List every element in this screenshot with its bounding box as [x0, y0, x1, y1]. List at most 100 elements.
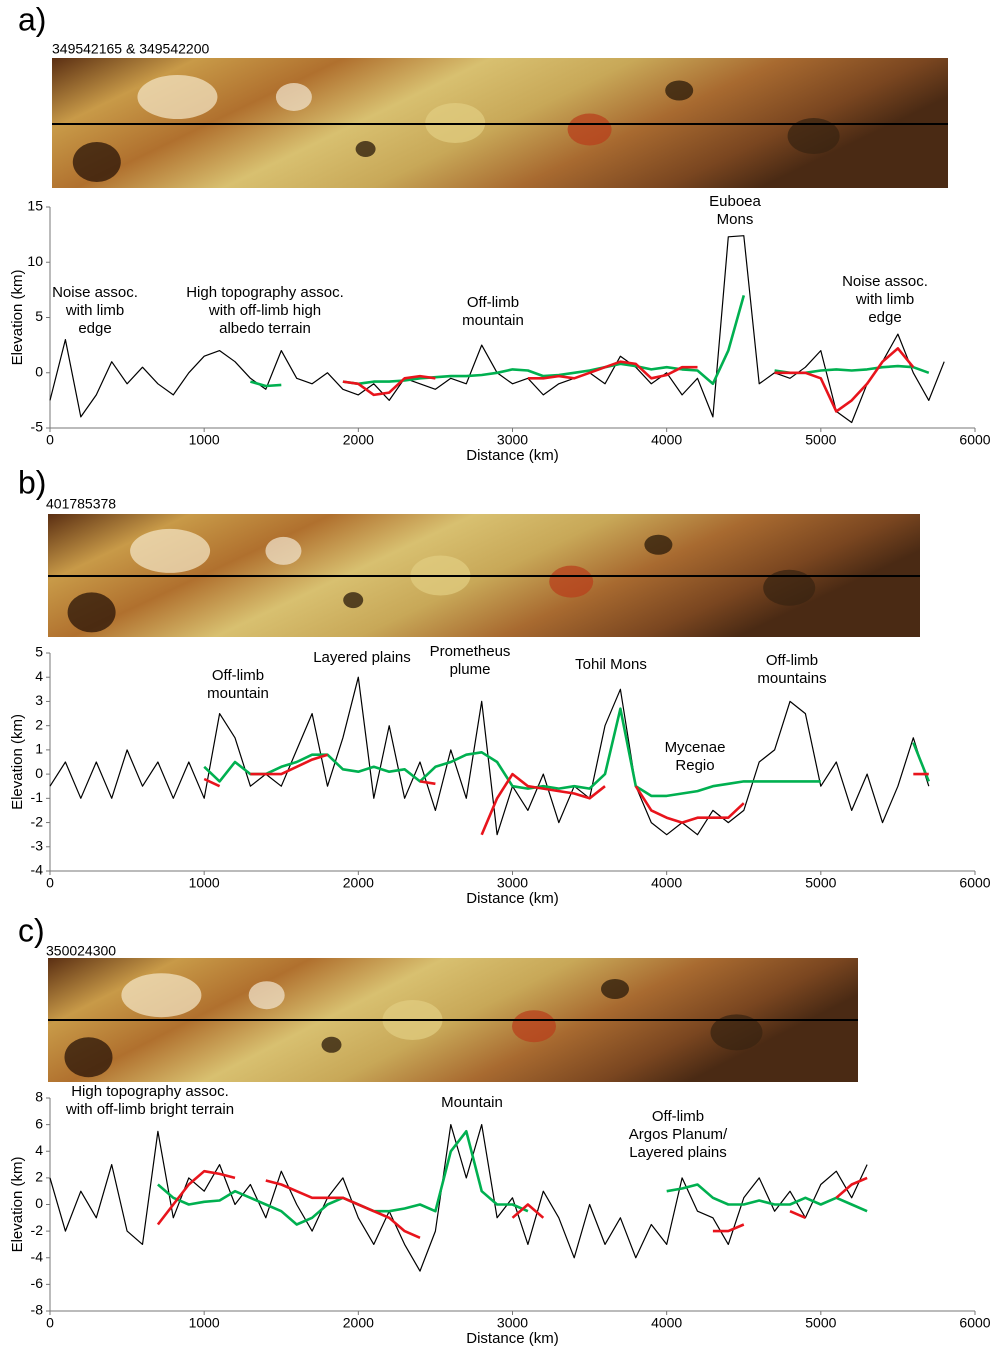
x-axis-title: Distance (km) [466, 1330, 559, 1347]
y-tick-label: -3 [31, 837, 44, 853]
annotation: Euboea [709, 193, 761, 210]
surface-feature [73, 142, 121, 182]
surface-feature [343, 592, 363, 608]
annotation: edge [78, 320, 111, 337]
image-label: 350024300 [46, 943, 116, 959]
x-tick-label: 3000 [497, 1315, 528, 1331]
surface-feature [322, 1037, 342, 1053]
x-tick-label: 0 [46, 875, 54, 891]
y-tick-label: -8 [31, 1302, 44, 1318]
surface-feature [356, 141, 376, 157]
annotation: Noise assoc. [842, 273, 928, 290]
annotation: mountains [757, 670, 826, 687]
x-tick-label: 6000 [959, 875, 990, 891]
surface-feature [130, 529, 210, 573]
surface-feature [249, 981, 285, 1009]
surface-feature [68, 592, 116, 632]
y-tick-label: 1 [35, 741, 43, 757]
y-tick-label: 8 [35, 1089, 43, 1105]
x-tick-label: 4000 [651, 432, 682, 448]
annotation: with off-limb high [208, 302, 321, 319]
y-tick-label: 4 [35, 1142, 43, 1158]
annotation: Off-limb [766, 652, 818, 669]
y-tick-label: 5 [35, 644, 43, 660]
x-tick-label: 4000 [651, 875, 682, 891]
annotation: mountain [207, 685, 269, 702]
annotation: Off-limb [212, 667, 264, 684]
x-tick-label: 2000 [343, 432, 374, 448]
y-tick-label: 15 [27, 198, 43, 214]
annotation: with limb [65, 302, 124, 319]
annotation: High topography assoc. [186, 284, 344, 301]
annotation: Layered plains [313, 649, 411, 666]
figure: a)349542165 & 349542200-5051015010002000… [0, 0, 1008, 1353]
image-label: 349542165 & 349542200 [52, 41, 209, 57]
x-tick-label: 0 [46, 1315, 54, 1331]
annotation: Regio [675, 757, 714, 774]
y-tick-label: -4 [31, 1248, 44, 1264]
y-tick-label: -5 [31, 419, 44, 435]
annotation: Mountain [441, 1094, 503, 1111]
y-tick-label: 5 [35, 308, 43, 324]
x-tick-label: 5000 [805, 432, 836, 448]
annotation: Tohil Mons [575, 656, 647, 673]
y-tick-label: 6 [35, 1115, 43, 1131]
y-tick-label: -4 [31, 862, 44, 878]
y-axis-title: Elevation (km) [9, 1157, 26, 1253]
x-tick-label: 6000 [959, 432, 990, 448]
annotation: Mons [717, 211, 754, 228]
annotation: Off-limb [467, 294, 519, 311]
x-tick-label: 3000 [497, 432, 528, 448]
annotation: albedo terrain [219, 320, 311, 337]
panel-label: b) [18, 464, 46, 500]
surface-feature [121, 973, 201, 1017]
annotation: with limb [855, 291, 914, 308]
x-tick-label: 5000 [805, 1315, 836, 1331]
x-tick-label: 3000 [497, 875, 528, 891]
annotation: plume [450, 661, 491, 678]
x-tick-label: 6000 [959, 1315, 990, 1331]
surface-feature [568, 114, 612, 146]
y-tick-label: 0 [35, 1195, 43, 1211]
x-tick-label: 2000 [343, 875, 374, 891]
surface-feature [137, 75, 217, 119]
y-tick-label: 2 [35, 1169, 43, 1185]
x-tick-label: 5000 [805, 875, 836, 891]
surface-feature [665, 81, 693, 101]
annotation: edge [868, 309, 901, 326]
annotation: High topography assoc. [71, 1083, 229, 1100]
annotation: Argos Planum/ [629, 1126, 728, 1143]
profile-line [50, 236, 944, 423]
annotation: Noise assoc. [52, 284, 138, 301]
y-tick-label: 4 [35, 668, 43, 684]
x-axis-title: Distance (km) [466, 890, 559, 907]
surface-feature [512, 1010, 556, 1042]
y-axis-title: Elevation (km) [9, 714, 26, 810]
surface-feature [549, 566, 593, 598]
profile-line [204, 755, 929, 835]
surface-feature [65, 1037, 113, 1077]
x-axis-title: Distance (km) [466, 447, 559, 464]
y-tick-label: 10 [27, 253, 43, 269]
annotation: Layered plains [629, 1144, 727, 1161]
x-tick-label: 2000 [343, 1315, 374, 1331]
profile-line [158, 1131, 867, 1224]
y-axis-title: Elevation (km) [9, 270, 26, 366]
annotation: Off-limb [652, 1108, 704, 1125]
x-tick-label: 4000 [651, 1315, 682, 1331]
x-tick-label: 1000 [189, 1315, 220, 1331]
panel-label: c) [18, 912, 45, 948]
x-tick-label: 1000 [189, 875, 220, 891]
surface-feature [601, 979, 629, 999]
y-tick-label: -1 [31, 789, 44, 805]
annotation: mountain [462, 312, 524, 329]
y-tick-label: 0 [35, 765, 43, 781]
annotation: with off-limb bright terrain [65, 1101, 234, 1118]
image-label: 401785378 [46, 496, 116, 512]
x-tick-label: 0 [46, 432, 54, 448]
y-tick-label: -2 [31, 1222, 44, 1238]
y-tick-label: 3 [35, 692, 43, 708]
panel-label: a) [18, 1, 46, 37]
surface-feature [644, 535, 672, 555]
surface-feature [265, 537, 301, 565]
